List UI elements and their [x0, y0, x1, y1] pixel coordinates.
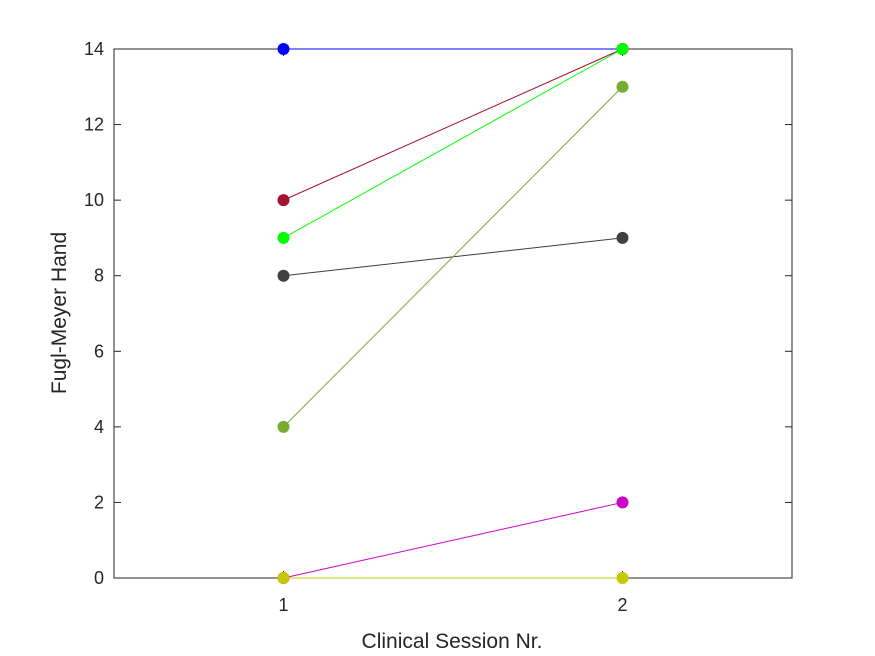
series-line: [283, 48, 623, 201]
series-series-7: [277, 572, 629, 584]
data-point: [277, 194, 290, 207]
data-point: [616, 80, 629, 93]
data-point: [277, 43, 290, 55]
data-point: [616, 496, 629, 509]
series-series-5: [277, 80, 629, 433]
y-tick-label: 8: [94, 266, 104, 286]
series-line: [283, 86, 623, 428]
axes-frame: [113, 48, 793, 579]
series-line: [283, 501, 623, 579]
series-series-3: [277, 43, 629, 244]
plot-area: [113, 48, 793, 579]
data-point: [277, 572, 290, 584]
x-axis-label: Clinical Session Nr.: [362, 630, 543, 653]
y-axis-label: Fugl-Meyer Hand: [48, 232, 71, 394]
data-point: [616, 43, 629, 55]
data-point: [277, 231, 290, 244]
data-point: [277, 420, 290, 433]
y-tick-label: 4: [94, 417, 104, 437]
y-tick-label: 0: [94, 568, 104, 588]
y-tick-label: 10: [84, 190, 104, 210]
data-point: [277, 269, 290, 282]
data-point: [616, 572, 629, 584]
y-tick-label: 6: [94, 341, 104, 361]
data-point: [616, 231, 629, 244]
y-tick-label: 12: [84, 115, 104, 135]
series-line: [283, 48, 623, 239]
y-tick-label: 14: [84, 39, 104, 59]
x-tick-label: 1: [278, 595, 288, 615]
series-layer: [277, 43, 629, 584]
y-tick-label: 2: [94, 492, 104, 512]
x-tick-label: 2: [617, 595, 627, 615]
